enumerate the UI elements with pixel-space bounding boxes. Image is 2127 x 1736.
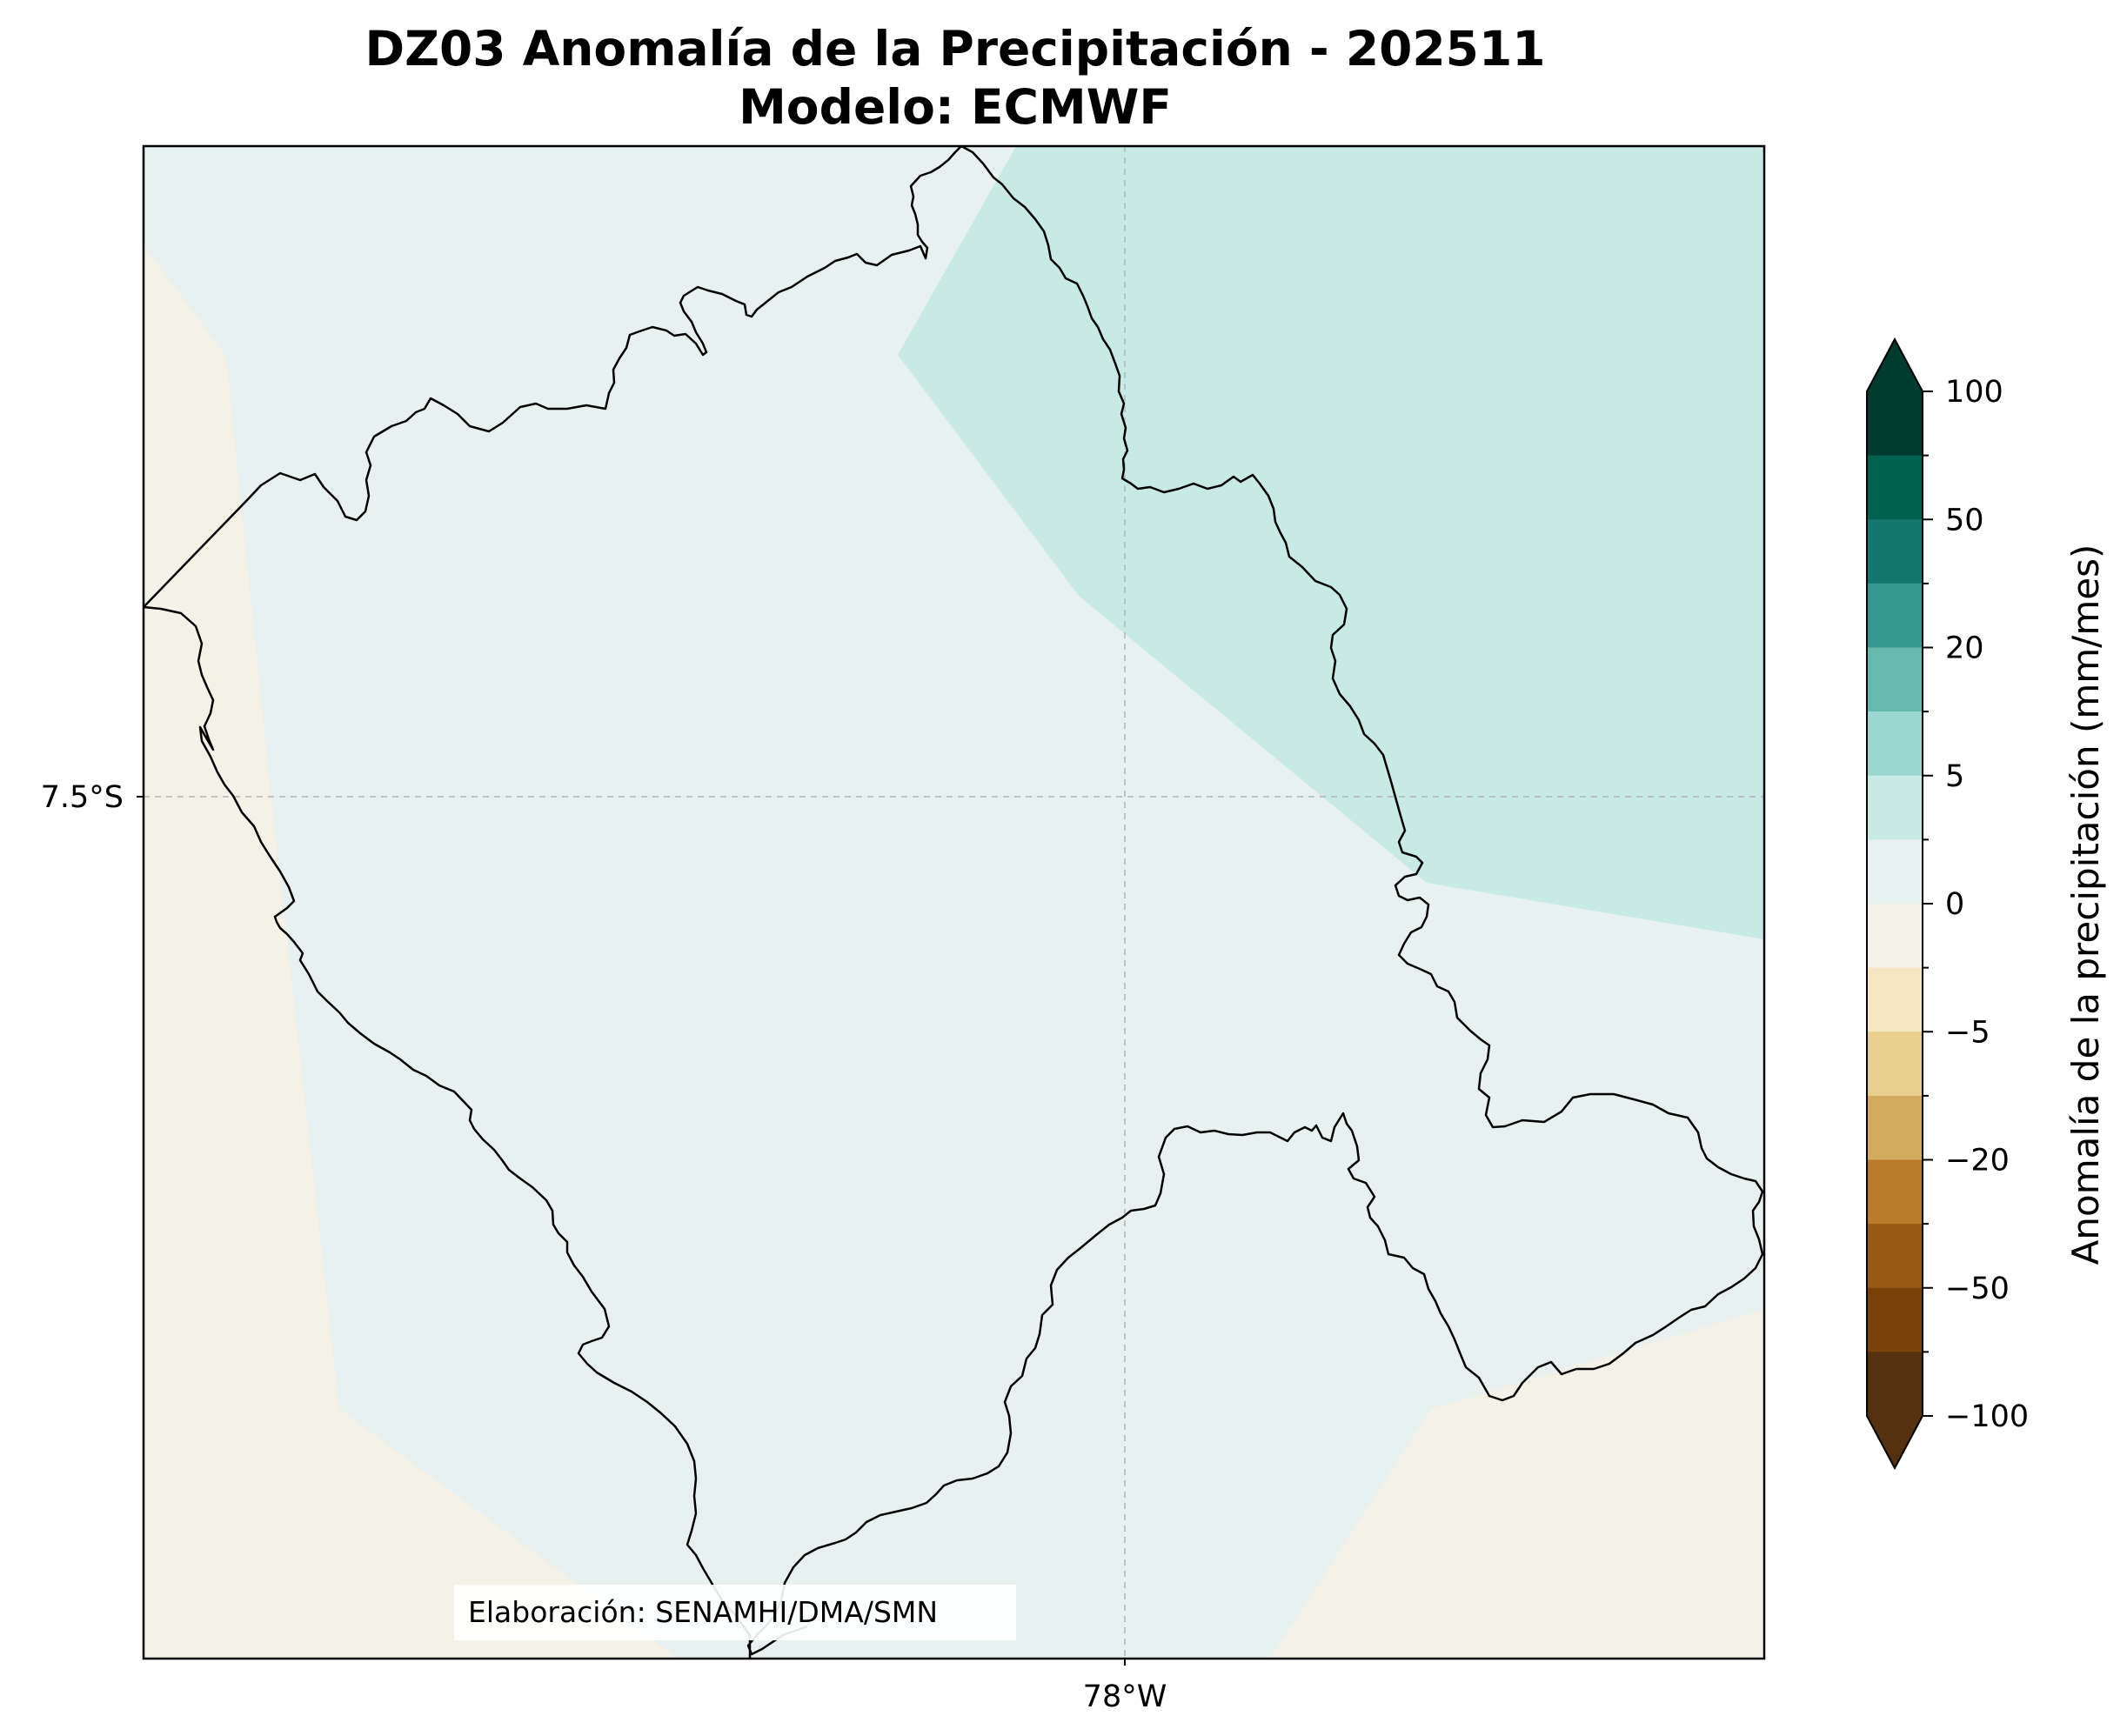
colorbar-tick-label: −50 bbox=[1945, 1272, 2010, 1306]
colorbar-tick-label: 5 bbox=[1945, 759, 1964, 794]
credit-box bbox=[454, 1585, 1016, 1640]
colorbar-tick-label: −20 bbox=[1945, 1144, 2010, 1178]
colorbar-segment bbox=[1867, 1159, 1923, 1225]
colorbar-tick-label: 100 bbox=[1945, 375, 2003, 410]
colorbar-segment bbox=[1867, 839, 1923, 905]
colorbar-segment bbox=[1867, 1095, 1923, 1161]
colorbar-segment bbox=[1867, 967, 1923, 1032]
map-title-line-1: DZ03 Anomalía de la Precipitación - 2025… bbox=[365, 21, 1545, 77]
colorbar-label: Anomalía de la precipitación (mm/mes) bbox=[2064, 544, 2107, 1265]
region-boundary bbox=[144, 146, 1764, 1659]
colorbar-tick-label: 50 bbox=[1945, 503, 1984, 537]
colorbar-tick-label: 0 bbox=[1945, 887, 1964, 922]
map-title-line-2: Modelo: ECMWF bbox=[739, 79, 1172, 135]
map-frame bbox=[142, 144, 1766, 1660]
colorbar-tick-label: 20 bbox=[1945, 631, 1984, 666]
colorbar-segment bbox=[1867, 647, 1923, 712]
map-panel bbox=[144, 146, 1764, 1659]
colorbar-segment bbox=[1867, 711, 1923, 777]
colorbar-extend-max bbox=[1867, 339, 1923, 391]
colorbar-segment bbox=[1867, 391, 1923, 457]
credit-text: Elaboración: SENAMHI/DMA/SMN bbox=[468, 1595, 938, 1629]
colorbar-segment bbox=[1867, 1287, 1923, 1352]
colorbar-tick-label: −100 bbox=[1945, 1399, 2029, 1434]
colorbar-segment bbox=[1867, 1032, 1923, 1097]
colorbar-segment bbox=[1867, 1352, 1923, 1417]
colorbar-segment bbox=[1867, 455, 1923, 520]
colorbar-segment bbox=[1867, 583, 1923, 649]
colorbar-segment bbox=[1867, 904, 1923, 969]
colorbar-segment bbox=[1867, 1224, 1923, 1289]
positive-anomaly-region bbox=[898, 146, 1764, 939]
longitude-tick-label: 78°W bbox=[1083, 1679, 1167, 1714]
latitude-tick-label: 7.5°S bbox=[41, 780, 124, 815]
colorbar-tick-label: −5 bbox=[1945, 1015, 1990, 1050]
colorbar-extend-min bbox=[1867, 1416, 1923, 1468]
colorbar-segment bbox=[1867, 519, 1923, 584]
colorbar-segment bbox=[1867, 775, 1923, 840]
